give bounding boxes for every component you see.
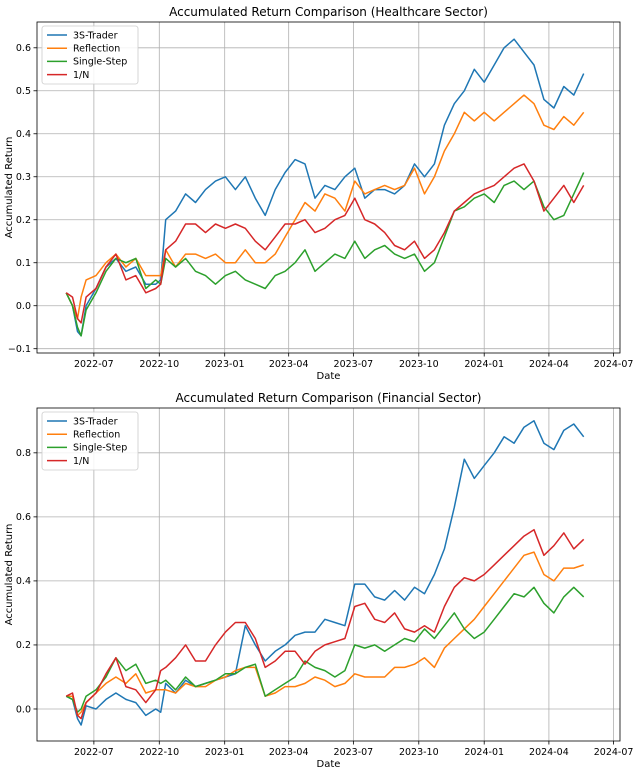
chart-title: Accumulated Return Comparison (Healthcar… — [169, 5, 488, 19]
y-tick-label: 0.4 — [16, 129, 31, 140]
x-tick-label: 2023-04 — [269, 747, 309, 758]
chart-panel-2: 2022-07 2022-10 2023-01 2023-04 2023-07 2023-… — [4, 391, 634, 770]
y-tick-label: 0.6 — [16, 43, 31, 54]
y-tick-label: 0.0 — [16, 301, 31, 312]
plot-frame — [36, 21, 621, 354]
x-axis-label: Date — [317, 371, 341, 382]
legend-entry: 1/N — [73, 70, 89, 81]
series-line-Single-Step — [65, 586, 585, 713]
x-axis-label: Date — [317, 759, 341, 768]
legend-entry: 3S-Trader — [73, 30, 118, 41]
y-axis-label: Accumulated Return — [4, 524, 15, 626]
x-tick-label: 2023-07 — [334, 747, 374, 758]
y-tick-label: 0.0 — [16, 704, 31, 715]
x-tick-label: 2024-07 — [594, 359, 634, 370]
x-tick-label: 2023-01 — [205, 359, 245, 370]
x-tick-label: 2022-10 — [139, 359, 179, 370]
series-line-3S-Trader — [65, 420, 585, 726]
y-tick-label: 0.5 — [16, 86, 31, 97]
series-line-3S-Trader — [65, 38, 585, 337]
y-tick-label: −0.1 — [8, 344, 31, 355]
x-tick-label: 2023-10 — [399, 359, 439, 370]
plot-frame — [36, 407, 621, 742]
legend-entry: Reflection — [73, 430, 120, 441]
legend-box — [41, 411, 139, 471]
y-tick-label: 0.6 — [16, 512, 31, 523]
legend: 3S-Trader Reflection Single-Step 1/N — [41, 25, 139, 85]
series-line-1/N — [65, 163, 585, 324]
x-tick-label: 2022-07 — [74, 747, 114, 758]
legend-entry: Single-Step — [73, 57, 127, 68]
y-tick-label: 0.3 — [16, 172, 31, 183]
y-tick-label: 0.2 — [16, 215, 31, 226]
x-tick-label: 2024-01 — [464, 747, 504, 758]
legend: 3S-Trader Reflection Single-Step 1/N — [41, 411, 139, 471]
series-line-1/N — [65, 528, 585, 720]
series-line-Reflection — [65, 94, 585, 320]
x-tick-label: 2022-07 — [74, 359, 114, 370]
y-tick-label: 0.4 — [16, 576, 31, 587]
x-tick-label: 2023-04 — [269, 359, 309, 370]
x-tick-label: 2022-10 — [139, 747, 179, 758]
x-tick-label: 2024-01 — [464, 359, 504, 370]
y-tick-label: 0.8 — [16, 448, 31, 459]
x-tick-label: 2024-04 — [529, 359, 569, 370]
legend-box — [41, 25, 139, 85]
x-tick-label: 2024-04 — [529, 747, 569, 758]
legend-entry: 3S-Trader — [73, 416, 118, 427]
chart-panel-1: 2022-07 2022-10 2023-01 2023-04 2023-07 2023-… — [4, 5, 633, 382]
series-line-Single-Step — [65, 172, 585, 337]
x-tick-label: 2024-07 — [594, 747, 634, 758]
x-tick-label: 2023-07 — [334, 359, 374, 370]
chart-title: Accumulated Return Comparison (Financial… — [176, 391, 482, 405]
x-tick-label: 2023-10 — [399, 747, 439, 758]
y-tick-label: 0.2 — [16, 640, 31, 651]
legend-entry: 1/N — [73, 456, 89, 467]
legend-entry: Reflection — [73, 44, 120, 55]
x-tick-label: 2023-01 — [205, 747, 245, 758]
y-axis-label: Accumulated Return — [4, 137, 15, 239]
series-line-Reflection — [66, 551, 584, 717]
legend-entry: Single-Step — [73, 443, 127, 454]
y-tick-label: 0.1 — [16, 258, 31, 269]
